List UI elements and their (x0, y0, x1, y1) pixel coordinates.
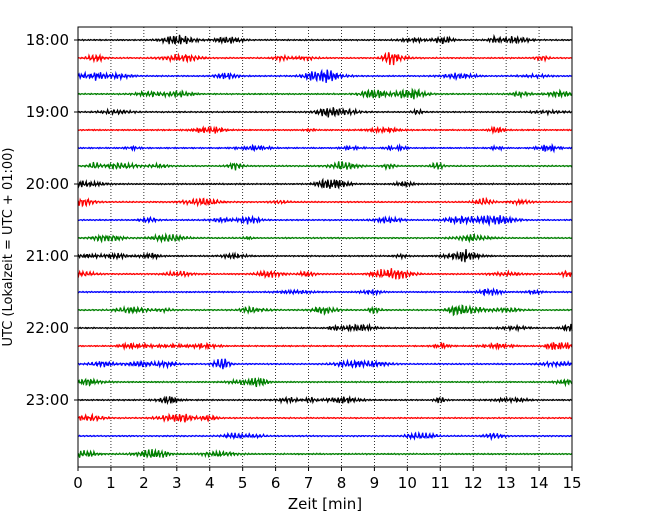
x-tick-label-11: 11 (431, 474, 450, 492)
x-tick-label-6: 6 (271, 474, 281, 492)
x-tick-label-0: 0 (73, 474, 83, 492)
x-tick-label-9: 9 (370, 474, 380, 492)
vertical-grid (110, 27, 540, 467)
trace-2130 (77, 287, 573, 297)
trace-2315 (77, 412, 573, 423)
seismic-traces (77, 33, 573, 459)
x-tick-label-8: 8 (337, 474, 347, 492)
trace-2030 (77, 214, 573, 227)
y-axis-label: UTC (Lokalzeit = UTC + 01:00) (1, 148, 16, 347)
x-axis-ticks: 0 1 2 3 4 5 6 7 8 9 10 11 12 13 14 15 (73, 467, 582, 492)
y-tick-label-2000: 20:00 (26, 175, 69, 193)
y-axis-ticks: 18:00 19:00 20:00 21:00 22:00 23:00 (26, 31, 78, 409)
trace-1930 (77, 142, 573, 154)
trace-1915 (77, 125, 573, 135)
trace-2345 (77, 447, 573, 459)
trace-2300 (77, 395, 573, 406)
trace-1800 (77, 33, 573, 45)
trace-1830 (77, 68, 573, 83)
x-axis-label: Zeit [min] (288, 495, 362, 513)
trace-1945 (77, 161, 573, 171)
x-tick-label-7: 7 (304, 474, 314, 492)
trace-2015 (77, 196, 573, 208)
y-tick-label-2300: 23:00 (26, 391, 69, 409)
trace-2000 (77, 177, 573, 190)
trace-2215 (77, 341, 573, 351)
y-tick-label-1900: 19:00 (26, 103, 69, 121)
x-tick-label-1: 1 (106, 474, 116, 492)
x-tick-label-10: 10 (398, 474, 417, 492)
trace-1815 (77, 51, 573, 66)
x-tick-label-13: 13 (497, 474, 516, 492)
trace-2230 (77, 358, 573, 370)
x-tick-label-2: 2 (139, 474, 149, 492)
y-tick-label-2100: 21:00 (26, 247, 69, 265)
trace-2115 (77, 268, 573, 280)
x-tick-label-15: 15 (562, 474, 581, 492)
y-tick-label-2200: 22:00 (26, 319, 69, 337)
trace-2200 (77, 322, 573, 333)
plot-frame (77, 26, 573, 468)
x-tick-label-4: 4 (205, 474, 215, 492)
x-tick-label-5: 5 (238, 474, 248, 492)
trace-2145 (77, 304, 573, 317)
x-tick-label-3: 3 (172, 474, 182, 492)
trace-2100 (77, 249, 573, 263)
trace-1845 (77, 87, 573, 100)
y-tick-label-1800: 18:00 (26, 31, 69, 49)
trace-2330 (77, 430, 573, 442)
trace-2245 (77, 376, 573, 388)
trace-2045 (77, 232, 573, 244)
trace-1900 (77, 107, 573, 118)
x-tick-label-12: 12 (464, 474, 483, 492)
x-tick-label-14: 14 (530, 474, 549, 492)
